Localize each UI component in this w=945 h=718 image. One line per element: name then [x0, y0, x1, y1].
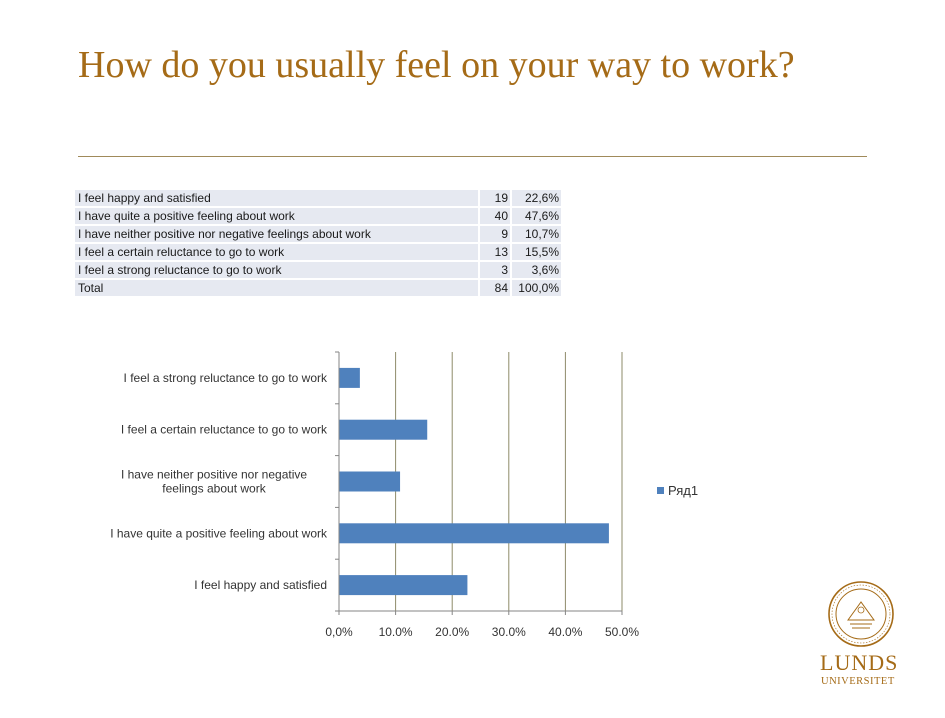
- x-tick-label: 20.0%: [435, 625, 469, 639]
- page-title: How do you usually feel on your way to w…: [78, 44, 795, 86]
- category-label: feelings about work: [162, 482, 266, 496]
- total-count: 84: [480, 280, 510, 296]
- bars: [339, 367, 609, 596]
- axes: [335, 351, 623, 615]
- row-label: I feel a strong reluctance to go to work: [75, 262, 478, 278]
- row-count: 40: [480, 208, 510, 224]
- x-tick-label: 10.0%: [379, 625, 413, 639]
- row-percent: 47,6%: [512, 208, 561, 224]
- legend-label: Ряд1: [668, 483, 698, 498]
- legend: Ряд1: [657, 483, 698, 498]
- logo-wordmark: LUNDS: [820, 650, 898, 675]
- gridlines: [395, 352, 623, 611]
- table-row: I have quite a positive feeling about wo…: [75, 208, 561, 224]
- row-label: I have neither positive nor negative fee…: [75, 226, 478, 242]
- bar: [339, 419, 428, 440]
- row-count: 3: [480, 262, 510, 278]
- category-label: I have quite a positive feeling about wo…: [110, 526, 328, 540]
- total-label: Total: [75, 280, 478, 296]
- row-percent: 10,7%: [512, 226, 561, 242]
- table-row: I feel a strong reluctance to go to work…: [75, 262, 561, 278]
- x-tick-label: 40.0%: [548, 625, 582, 639]
- table-total-row: Total 84 100,0%: [75, 280, 561, 296]
- results-table: I feel happy and satisfied 19 22,6% I ha…: [73, 188, 563, 298]
- row-percent: 3,6%: [512, 262, 561, 278]
- category-label: I feel a certain reluctance to go to wor…: [121, 423, 328, 437]
- row-percent: 15,5%: [512, 244, 561, 260]
- row-count: 19: [480, 190, 510, 206]
- row-label: I feel a certain reluctance to go to wor…: [75, 244, 478, 260]
- x-tick-label: 30.0%: [492, 625, 526, 639]
- row-count: 9: [480, 226, 510, 242]
- row-label: I feel happy and satisfied: [75, 190, 478, 206]
- bar: [339, 575, 468, 596]
- row-percent: 22,6%: [512, 190, 561, 206]
- bar: [339, 523, 609, 544]
- category-label: I feel happy and satisfied: [194, 578, 327, 592]
- university-seal: [828, 581, 894, 647]
- category-label: I have neither positive nor negative: [121, 468, 307, 482]
- table-row: I feel a certain reluctance to go to wor…: [75, 244, 561, 260]
- x-tick-labels: 0,0% 10.0% 20.0% 30.0% 40.0% 50.0%: [325, 625, 639, 639]
- legend-swatch: [657, 487, 664, 494]
- category-label: I feel a strong reluctance to go to work: [124, 371, 328, 385]
- table-row: I feel happy and satisfied 19 22,6%: [75, 190, 561, 206]
- lunds-universitet-logo: LUNDS UNIVERSITET: [820, 581, 898, 687]
- title-divider: [78, 156, 867, 157]
- row-label: I have quite a positive feeling about wo…: [75, 208, 478, 224]
- bar: [339, 367, 360, 388]
- x-tick-label: 0,0%: [325, 625, 353, 639]
- logo-subtitle: UNIVERSITET: [821, 676, 895, 687]
- total-percent: 100,0%: [512, 280, 561, 296]
- row-count: 13: [480, 244, 510, 260]
- bar: [339, 471, 401, 492]
- x-tick-label: 50.0%: [605, 625, 639, 639]
- table-row: I have neither positive nor negative fee…: [75, 226, 561, 242]
- category-labels: I feel happy and satisfied I have quite a…: [110, 371, 328, 592]
